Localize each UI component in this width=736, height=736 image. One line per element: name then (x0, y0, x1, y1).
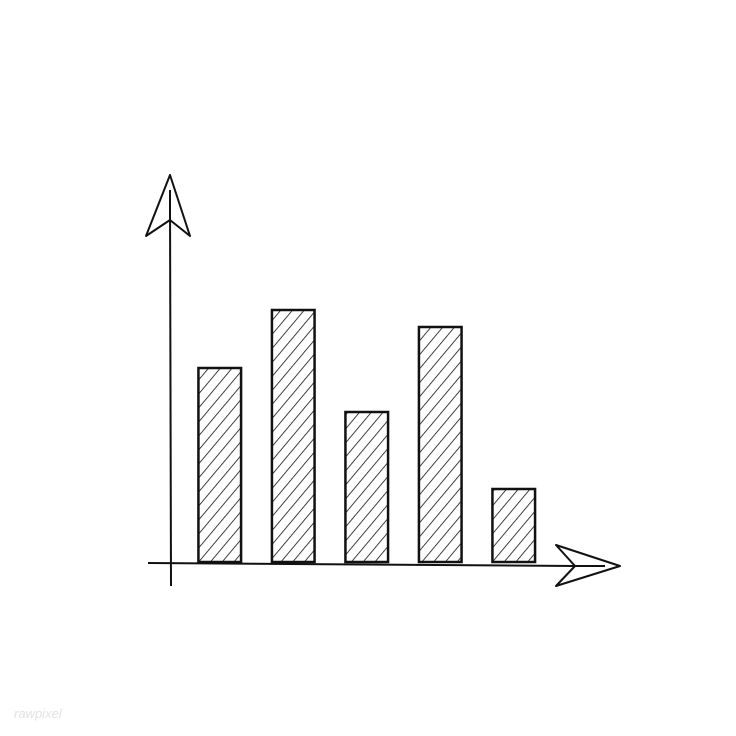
x-axis-line (147, 562, 576, 567)
y-axis-line (169, 199, 172, 587)
bar (197, 366, 243, 564)
bar (417, 325, 463, 564)
watermark: rawpixel (14, 706, 63, 721)
bar (491, 487, 537, 564)
bars (197, 308, 537, 564)
bar (270, 308, 316, 564)
x-axis (147, 544, 621, 587)
bar (344, 410, 390, 564)
y-axis (145, 174, 191, 587)
